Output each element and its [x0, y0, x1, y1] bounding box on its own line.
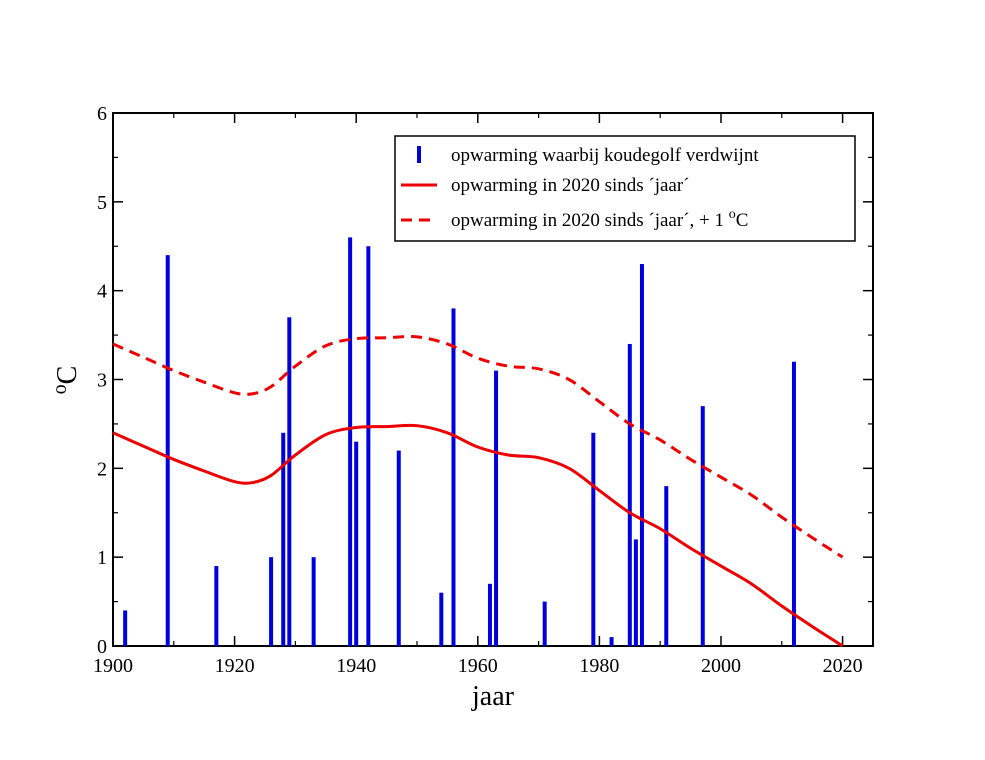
bar — [214, 566, 219, 646]
x-tick-label: 1960 — [458, 655, 498, 677]
bar — [791, 361, 796, 646]
bar — [609, 637, 614, 646]
bar — [591, 432, 596, 646]
bar — [627, 343, 632, 646]
legend: opwarming waarbij koudegolf verdwijnt op… — [394, 135, 856, 242]
bar — [354, 441, 359, 646]
bar — [700, 406, 705, 646]
bar — [287, 317, 292, 646]
bar — [396, 450, 401, 646]
y-tick-label: 4 — [97, 281, 107, 303]
legend-solid-label: opwarming in 2020 sinds ´jaar´ — [451, 175, 690, 196]
legend-dashed-label: opwarming in 2020 sinds ´jaar´, + 1 oC — [451, 207, 748, 231]
x-tick-label: 1920 — [215, 655, 255, 677]
bar — [269, 557, 274, 646]
bar — [639, 264, 644, 646]
x-tick-label: 2000 — [701, 655, 741, 677]
y-tick-label: 3 — [97, 370, 107, 392]
y-axis: 0 1 2 3 4 5 6 — [97, 103, 873, 658]
bar — [494, 370, 499, 646]
bar — [311, 557, 316, 646]
bar — [633, 539, 638, 646]
solid-line — [112, 423, 844, 648]
x-tick-label: 1900 — [93, 655, 133, 677]
x-tick-label: 1980 — [579, 655, 619, 677]
bar — [664, 486, 669, 646]
x-axis: 1900 1920 1940 1960 1980 2000 2020 — [93, 113, 863, 677]
legend-bar-label: opwarming waarbij koudegolf verdwijnt — [451, 145, 759, 166]
y-axis-title: oC — [49, 366, 83, 395]
bar — [451, 308, 456, 646]
legend-dashed-label-main: opwarming in 2020 sinds ´jaar´, + 1 — [451, 210, 729, 231]
x-tick-label: 1940 — [336, 655, 376, 677]
bar — [439, 592, 444, 646]
y-tick-label: 5 — [97, 192, 107, 214]
y-tick-label: 0 — [97, 636, 107, 658]
legend-box — [394, 135, 856, 242]
bar — [542, 601, 547, 646]
legend-dashed-label-sup: o — [729, 207, 736, 222]
x-axis-title: jaar — [471, 681, 515, 712]
bar — [165, 255, 170, 646]
y-tick-label: 6 — [97, 103, 107, 125]
bar — [123, 610, 128, 646]
y-axis-title-sup: o — [49, 384, 71, 394]
bar — [348, 237, 353, 646]
y-tick-label: 1 — [97, 547, 107, 569]
y-tick-label: 2 — [97, 458, 107, 480]
bar — [487, 583, 492, 646]
bar — [281, 432, 286, 646]
dashed-line — [112, 335, 844, 559]
legend-dashed-label-unit: C — [736, 210, 749, 231]
bar-series — [123, 237, 796, 646]
line-series — [112, 335, 844, 648]
x-tick-label: 2020 — [823, 655, 863, 677]
bar — [366, 246, 371, 646]
y-axis-title-main: C — [52, 366, 83, 385]
